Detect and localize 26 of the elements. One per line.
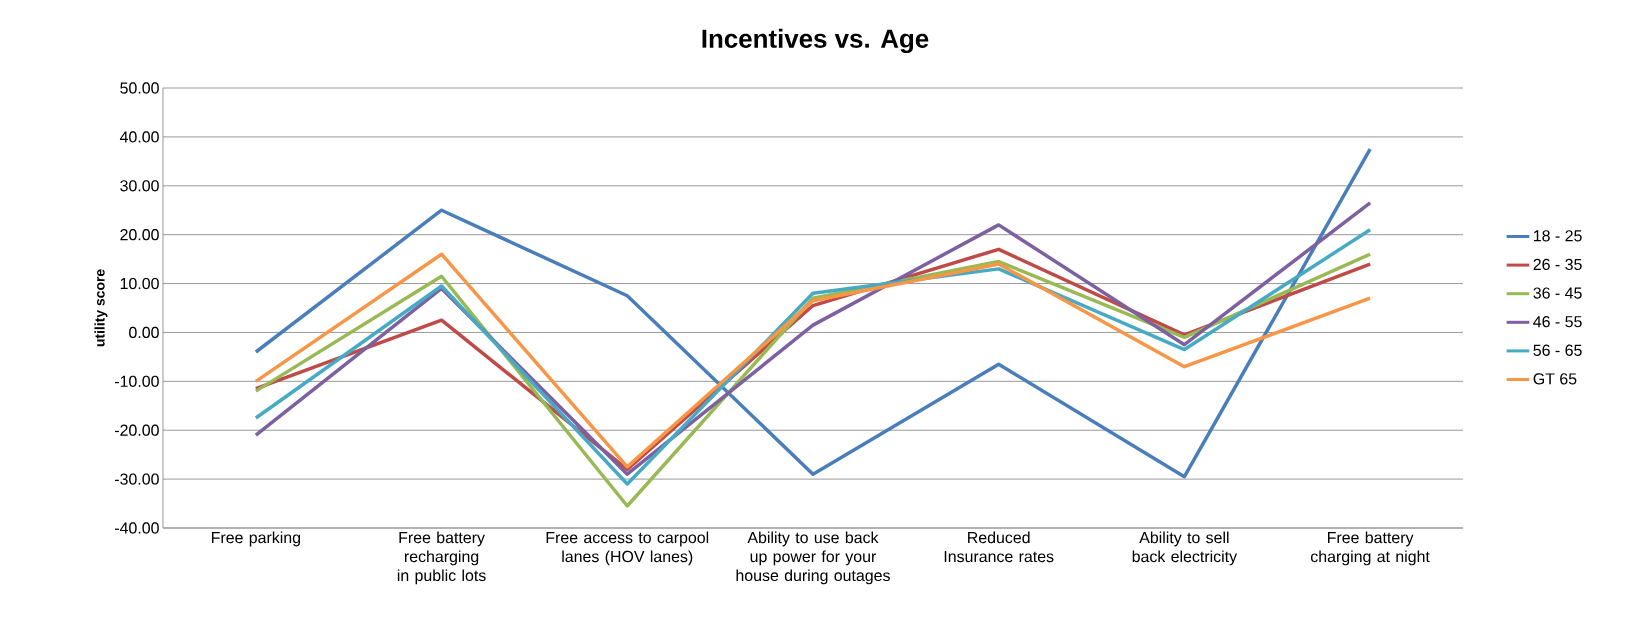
legend-label: 46 - 55 [1533, 316, 1582, 328]
y-tick-label: 40.00 [119, 131, 159, 143]
x-tick-label: Ability to use back up power for your house during outages [736, 531, 890, 585]
legend-label: 36 - 45 [1533, 287, 1582, 299]
y-axis-title: utility score [94, 269, 108, 347]
legend-label: 26 - 35 [1533, 258, 1582, 271]
legend-label: 18 - 25 [1534, 230, 1582, 242]
legend-label: 56 - 65 [1533, 344, 1582, 356]
y-tick-label: 10.00 [120, 277, 159, 290]
x-tick-label: Reduced Insurance rates [944, 531, 1054, 563]
x-tick-label: Free access to carpool lanes (HOV lanes) [546, 531, 709, 566]
x-tick-label: Ability to sell back electricity [1132, 531, 1238, 566]
line-series [254, 147, 1372, 479]
y-tick-label: 20.00 [120, 229, 159, 241]
x-tick-label: Free battery charging at night [1310, 531, 1430, 566]
x-tick-label: Free parking [211, 531, 300, 547]
y-tick-label: 30.00 [120, 180, 159, 192]
chart-title: Incentives vs. Age [702, 28, 929, 54]
y-tick-label: -30.00 [114, 473, 159, 485]
x-tick-label: Free battery recharging in public lots [397, 531, 486, 585]
legend-label: GT 65 [1533, 373, 1577, 385]
y-tick-label: -10.00 [114, 375, 159, 387]
y-tick-label: -20.00 [114, 424, 159, 436]
y-tick-label: 0.00 [129, 326, 159, 339]
y-tick-label: -40.00 [114, 522, 159, 534]
y-tick-label: 50.00 [120, 82, 159, 94]
